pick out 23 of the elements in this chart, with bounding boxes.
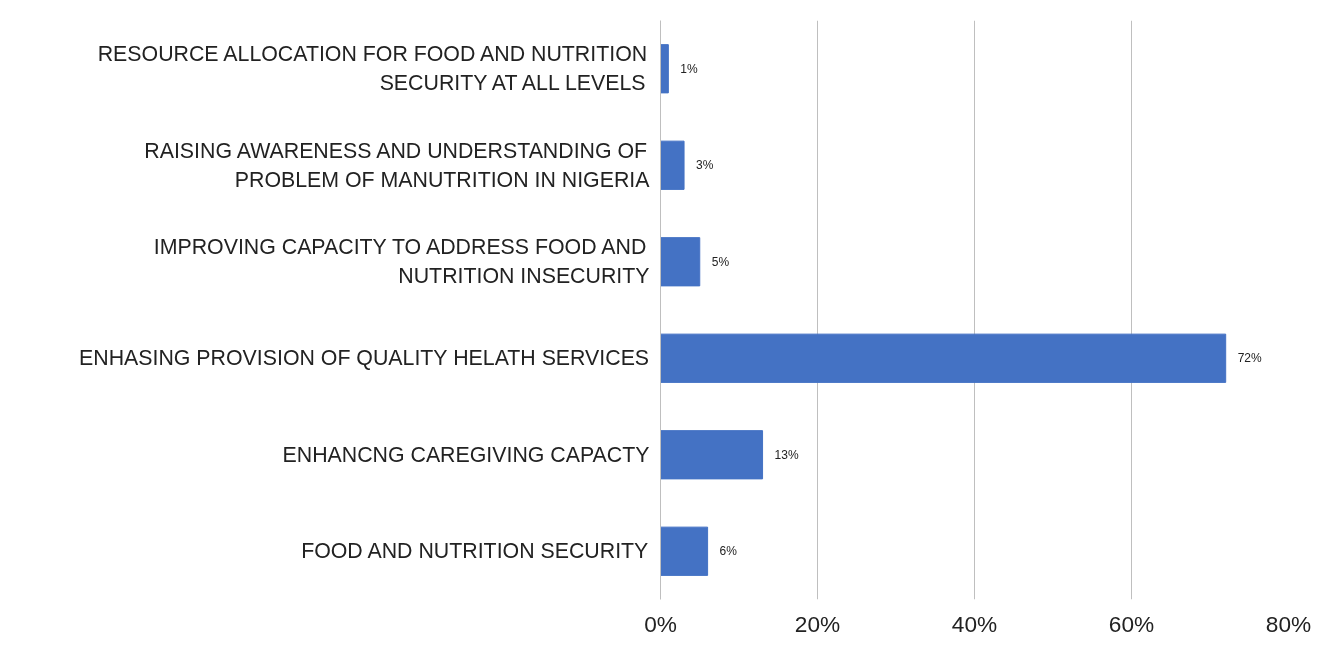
bar [660,140,685,190]
y-tick-label: FOOD AND NUTRITION SECURITY [301,539,649,564]
x-tick-label: 80% [1265,610,1312,637]
y-tick-label: RAISING AWARENESS AND UNDERSTANDING OF PROBLEM OF MANUTRITION IN NIGERIA [144,138,651,192]
bar [660,333,1227,383]
data-label: 6% [719,544,738,559]
data-label: 1% [680,61,699,76]
data-label: 13% [774,447,799,462]
bar [660,237,701,287]
y-tick-label: RESOURCE ALLOCATION FOR FOOD AND NUTRITION SECURITY AT ALL LEVELS [97,42,648,96]
x-tick-label: 0% [644,610,677,637]
bar [660,44,669,94]
data-label: 5% [711,254,730,269]
data-label: 72% [1237,351,1263,366]
data-label: 3% [696,158,714,173]
y-tick-label: ENHASING PROVISION OF QUALITY HELATH SERVICES [79,346,650,371]
x-tick-label: 60% [1108,610,1155,637]
x-tick-label: 40% [951,610,998,637]
x-tick-label: 20% [794,610,841,637]
y-tick-label: IMPROVING CAPACITY TO ADDRESS FOOD AND NUTRITION INSECURITY [153,235,650,289]
y-tick-label: ENHANCNG CAREGIVING CAPACTY [282,442,650,467]
bar [660,526,709,576]
bar [660,430,764,480]
